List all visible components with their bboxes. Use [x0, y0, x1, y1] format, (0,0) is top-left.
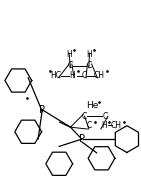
Text: C: C — [86, 121, 92, 130]
Text: H: H — [66, 50, 72, 59]
Text: HC: HC — [50, 71, 61, 81]
Text: H: H — [70, 71, 75, 81]
Text: C: C — [82, 71, 87, 81]
Text: H: H — [87, 50, 92, 59]
Text: C: C — [86, 61, 92, 70]
Text: C: C — [102, 112, 108, 121]
Text: C: C — [68, 61, 73, 70]
Text: H: H — [101, 121, 106, 130]
Text: P: P — [39, 105, 45, 115]
Text: CH: CH — [93, 71, 104, 81]
Text: C: C — [82, 112, 87, 121]
Text: CH: CH — [111, 121, 122, 130]
Text: P: P — [79, 134, 85, 144]
Text: He: He — [86, 101, 99, 110]
